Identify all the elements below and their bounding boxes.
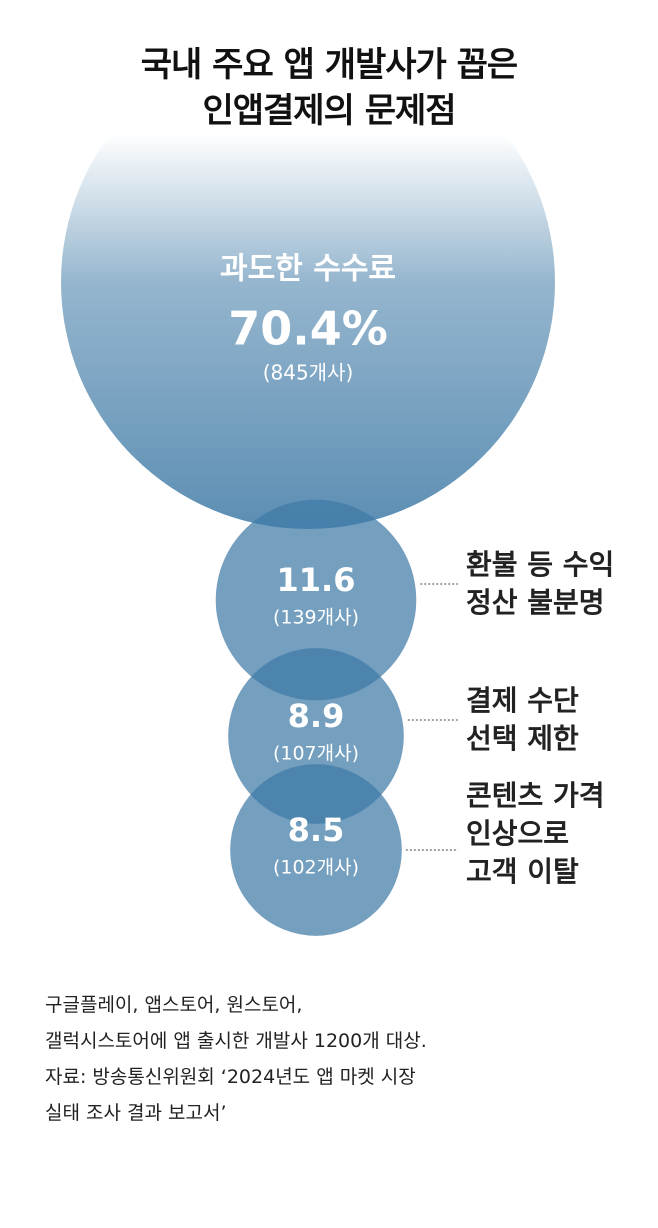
- count-label: (102개사): [273, 857, 359, 879]
- footnote: 구글플레이, 앱스토어, 원스토어,: [45, 994, 303, 1016]
- category-label: 콘텐츠 가격 인상으로 고객 이탈: [466, 779, 605, 888]
- count-label: (845개사): [263, 361, 354, 385]
- value-label: 70.4%: [228, 302, 388, 356]
- category-label: 환불 등 수익 정산 불분명: [466, 548, 615, 619]
- value-label: 11.6: [277, 561, 356, 599]
- value-label: 8.5: [288, 811, 345, 849]
- footnote: 갤럭시스토어에 앱 출시한 개발사 1200개 대상.: [45, 1030, 427, 1052]
- footnote: 자료: 방송통신위원회 ‘2024년도 앱 마켓 시장: [45, 1066, 416, 1088]
- count-label: (107개사): [273, 743, 359, 765]
- value-label: 8.9: [288, 697, 345, 735]
- category-label: 결제 수단 선택 제한: [466, 684, 579, 755]
- bubble: [230, 764, 402, 936]
- category-label: 과도한 수수료: [220, 252, 396, 287]
- bubble: [215, 499, 417, 701]
- chart-title: 국내 주요 앱 개발사가 꼽은 인앱결제의 문제점: [140, 45, 518, 131]
- footnote: 실태 조사 결과 보고서’: [45, 1102, 227, 1124]
- count-label: (139개사): [273, 607, 359, 629]
- bubble: [61, 35, 555, 529]
